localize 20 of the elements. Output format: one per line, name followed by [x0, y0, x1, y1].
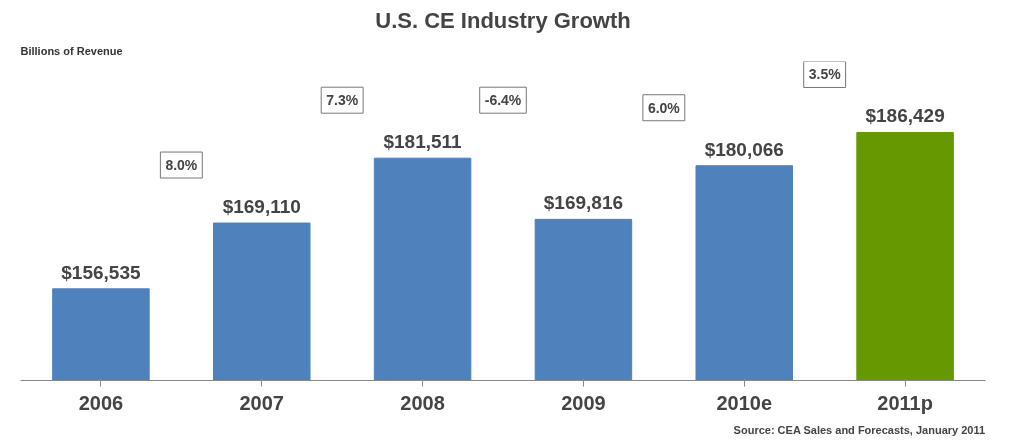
- y-axis-title: Billions of Revenue: [20, 44, 123, 57]
- data-label: $180,066: [704, 138, 784, 160]
- data-label: $156,535: [61, 261, 141, 283]
- data-label: $169,110: [222, 196, 301, 218]
- data-label: $181,511: [383, 131, 463, 153]
- data-label: $186,429: [865, 105, 945, 127]
- chart-title: U.S. CE Industry Growth: [375, 7, 631, 33]
- x-tick-label: 2010e: [716, 391, 773, 414]
- x-tick-label: 2007: [239, 391, 284, 414]
- x-tick-label: 2008: [400, 391, 445, 414]
- annotation: 6.0%: [647, 99, 681, 116]
- annotation: 7.3%: [326, 92, 359, 109]
- x-tick-label: 2006: [78, 391, 124, 414]
- annotation: 8.0%: [165, 157, 198, 174]
- source-note: Source: CEA Sales and Forecasts, January 2011: [733, 423, 986, 436]
- annotation: 3.5%: [808, 66, 842, 83]
- data-label: $169,816: [543, 192, 624, 214]
- x-tick-label: 2011p: [877, 391, 933, 414]
- annotation: -6.4%: [484, 92, 522, 109]
- x-tick-label: 2009: [561, 391, 606, 414]
